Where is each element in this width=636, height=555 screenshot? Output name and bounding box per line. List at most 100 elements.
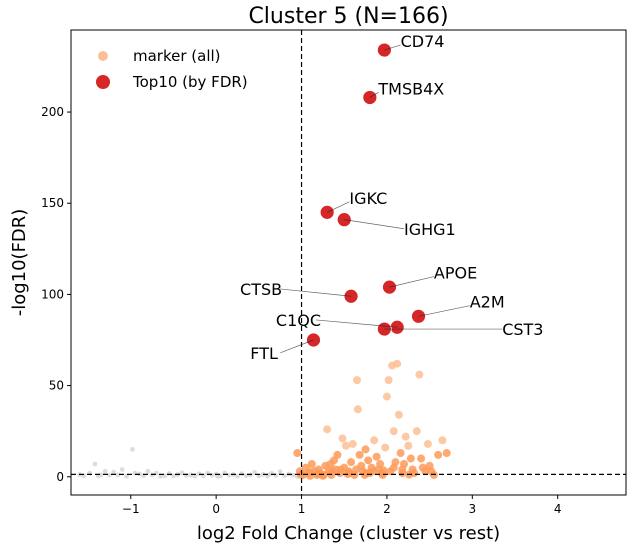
legend: marker (all) Top10 (by FDR) bbox=[96, 47, 248, 91]
gene-label-ctsb: CTSB bbox=[240, 280, 282, 299]
chart-title: Cluster 5 (N=166) bbox=[248, 4, 448, 29]
marker-point bbox=[438, 436, 447, 445]
gene-connector-line bbox=[315, 319, 398, 328]
y-tick-label: 100 bbox=[41, 287, 64, 301]
gene-connector-line bbox=[418, 305, 470, 317]
background-point bbox=[290, 472, 296, 478]
gene-label-tmsb4x: TMSB4X bbox=[377, 79, 444, 98]
marker-point bbox=[369, 467, 378, 476]
marker-point bbox=[401, 432, 410, 441]
y-axis-label: -log10(FDR) bbox=[9, 209, 30, 317]
marker-point bbox=[417, 454, 426, 463]
marker-point bbox=[323, 425, 332, 434]
marker-point bbox=[362, 469, 371, 478]
y-tick-label: 200 bbox=[41, 105, 64, 119]
background-point bbox=[158, 474, 164, 479]
background-point bbox=[239, 471, 245, 477]
gene-connector-line bbox=[327, 201, 350, 213]
marker-point bbox=[394, 410, 403, 419]
marker-point bbox=[353, 405, 362, 414]
marker-point bbox=[415, 370, 424, 379]
background-point bbox=[119, 467, 125, 472]
marker-point bbox=[382, 392, 391, 401]
plot-frame bbox=[70, 29, 627, 496]
marker-point bbox=[338, 434, 347, 443]
background-point bbox=[277, 469, 283, 475]
background-point bbox=[107, 472, 112, 478]
background-point bbox=[115, 472, 121, 478]
marker-point bbox=[384, 376, 393, 385]
background-point bbox=[111, 469, 117, 475]
marker-point bbox=[364, 456, 373, 465]
marker-point bbox=[347, 458, 356, 467]
marker-point bbox=[423, 439, 432, 448]
marker-point bbox=[336, 465, 345, 474]
legend-marker-all bbox=[98, 51, 108, 61]
gene-connector-line bbox=[344, 219, 405, 230]
marker-point bbox=[293, 449, 302, 458]
x-tick-label: −1 bbox=[122, 502, 140, 516]
background-point bbox=[92, 461, 98, 467]
gene-connector-line bbox=[384, 44, 401, 51]
marker-point bbox=[376, 460, 385, 468]
marker-point bbox=[427, 467, 436, 476]
background-point bbox=[226, 472, 232, 478]
background-point bbox=[130, 447, 135, 452]
points-layer bbox=[77, 42, 451, 480]
marker-point bbox=[306, 468, 315, 477]
marker-point bbox=[361, 445, 370, 454]
marker-point bbox=[398, 465, 407, 474]
marker-point bbox=[341, 441, 350, 450]
y-tick-label: 150 bbox=[41, 196, 64, 210]
gene-label-ighg1: IGHG1 bbox=[404, 220, 456, 239]
y-tick-label: 50 bbox=[49, 379, 64, 393]
gene-connector-line bbox=[369, 92, 379, 98]
marker-point bbox=[353, 376, 362, 385]
background-point bbox=[192, 473, 198, 479]
gene-connector-line bbox=[280, 288, 352, 297]
marker-point bbox=[326, 460, 335, 468]
background-point bbox=[171, 473, 176, 479]
background-point bbox=[102, 468, 108, 474]
background-point bbox=[188, 472, 193, 478]
legend-marker-top10 bbox=[96, 75, 110, 89]
background-point bbox=[266, 472, 272, 478]
marker-point bbox=[355, 450, 364, 459]
gene-label-a2m: A2M bbox=[470, 293, 505, 312]
x-tick-label: 3 bbox=[468, 502, 476, 516]
marker-point bbox=[296, 470, 305, 479]
gene-label-cd74: CD74 bbox=[401, 32, 445, 51]
background-point bbox=[215, 474, 221, 479]
gene-connector-line bbox=[389, 276, 434, 288]
gene-label-igkc: IGKC bbox=[349, 189, 387, 208]
x-axis-label: log2 Fold Change (cluster vs rest) bbox=[197, 523, 500, 544]
marker-point bbox=[434, 450, 443, 459]
marker-point bbox=[328, 467, 337, 476]
background-point bbox=[209, 472, 215, 478]
marker-point bbox=[333, 450, 342, 459]
background-point bbox=[124, 473, 129, 479]
x-tick-label: 1 bbox=[298, 502, 306, 516]
gene-labels: CD74 TMSB4X IGKC IGHG1 APOE CTSB A2M C1QC CST3 FT… bbox=[240, 32, 543, 363]
background-point bbox=[145, 468, 151, 474]
marker-point bbox=[307, 460, 316, 468]
gene-label-c1qc: C1QC bbox=[276, 311, 321, 330]
marker-point bbox=[389, 463, 398, 472]
marker-point bbox=[404, 441, 413, 450]
marker-point bbox=[418, 463, 427, 472]
reference-lines bbox=[71, 30, 626, 495]
marker-point bbox=[393, 359, 402, 368]
background-point bbox=[235, 473, 240, 479]
marker-point bbox=[442, 449, 451, 458]
y-tick-label: 0 bbox=[56, 470, 64, 484]
marker-point bbox=[348, 439, 357, 448]
background-point bbox=[252, 469, 257, 475]
x-tick-label: 0 bbox=[212, 502, 220, 516]
x-tick-label: 2 bbox=[383, 502, 391, 516]
legend-label-top10: Top10 (by FDR) bbox=[132, 73, 248, 91]
gene-connector-line bbox=[280, 339, 314, 354]
axis-ticks: −1 0 1 2 3 4 0 50 100 150 200 bbox=[41, 105, 561, 516]
gene-label-cst3: CST3 bbox=[502, 320, 543, 339]
marker-point bbox=[370, 436, 379, 445]
